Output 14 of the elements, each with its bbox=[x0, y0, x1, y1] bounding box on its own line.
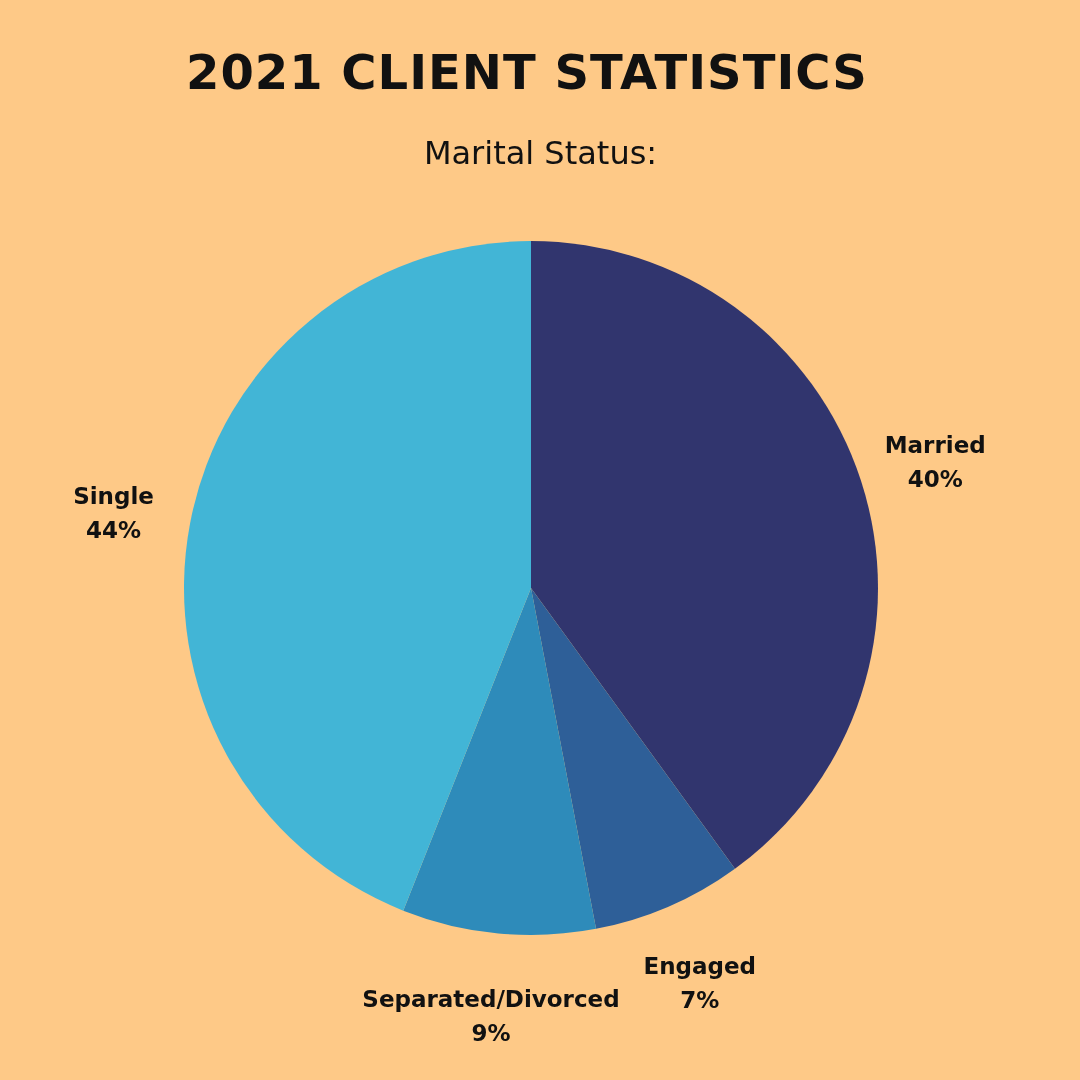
data-label: 44% bbox=[86, 517, 142, 544]
data-label: 7% bbox=[680, 987, 720, 1014]
pie-slice bbox=[403, 588, 597, 935]
slice-label: Single bbox=[73, 483, 154, 510]
slice-label: Married bbox=[884, 431, 986, 458]
chart-subtitle: Marital Status: bbox=[422, 134, 659, 173]
data-label: 9% bbox=[471, 1020, 511, 1047]
slice-label: Engaged bbox=[643, 953, 757, 980]
data-label: 40% bbox=[907, 465, 963, 492]
pie-slice bbox=[531, 241, 878, 869]
chart-title: 2021 CLIENT STATISTICS bbox=[185, 44, 869, 102]
slice-label: Separated/Divorced bbox=[362, 986, 620, 1013]
pie-slice bbox=[531, 588, 735, 929]
pie-slice bbox=[184, 241, 531, 911]
